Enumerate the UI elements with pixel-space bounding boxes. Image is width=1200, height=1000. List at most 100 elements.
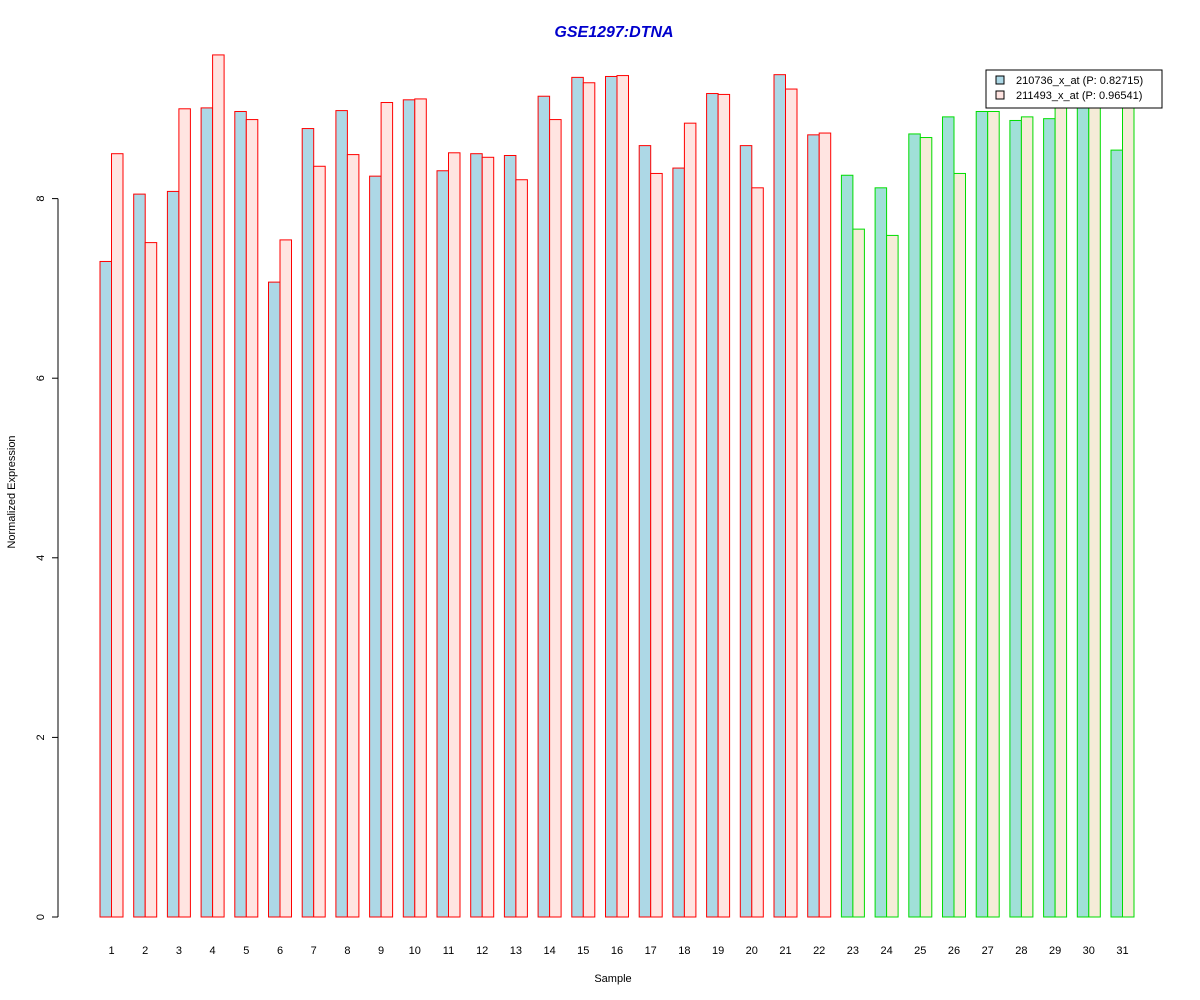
bar-211493-sample-9 [380,102,394,918]
bar-211493-sample-2 [144,242,158,918]
bar-210736-sample-13 [503,154,517,918]
bar-210736-sample-14 [537,95,551,918]
x-tick-label: 7 [311,945,317,957]
x-tick-label: 11 [443,945,454,957]
bar-211493-sample-13 [515,179,528,918]
bar-211493-sample-14 [549,119,562,918]
bar-210736-sample-9 [369,175,382,918]
x-tick-label: 17 [645,945,657,957]
bar-211493-sample-1 [111,153,124,918]
bar-211493-sample-8 [346,154,360,918]
bar-210736-sample-6 [268,281,281,918]
legend: 210736_x_at (P: 0.82715) 211493_x_at (P: … [985,69,1163,109]
x-tick-label: 21 [779,945,791,957]
bar-210736-sample-20 [739,145,753,918]
y-tick-label: 4 [35,555,47,561]
bar-210736-sample-27 [975,110,989,918]
bar-211493-sample-16 [616,75,629,918]
bar-210736-sample-25 [908,133,921,918]
x-tick-label: 10 [409,945,421,957]
bar-210736-sample-17 [638,145,652,918]
bar-211493-sample-12 [481,156,495,918]
x-tick-label: 3 [176,945,182,957]
bar-211493-sample-15 [582,82,596,918]
y-tick-label: 0 [35,914,47,920]
x-tick-label: 4 [210,945,216,957]
legend-entry: 210736_x_at (P: 0.82715) [1016,75,1143,87]
bar-210736-sample-4 [200,107,214,918]
legend-entry: 211493_x_at (P: 0.96541) [1016,90,1142,102]
y-tick-label: 8 [35,196,47,202]
bar-210736-sample-19 [706,93,719,918]
x-tick-label: 29 [1049,945,1061,957]
bar-210736-sample-31 [1110,149,1123,918]
y-tick-label: 6 [35,375,47,381]
bars-group [99,54,1135,918]
bar-210736-sample-29 [1043,118,1056,918]
x-tick-label: 6 [277,945,283,957]
bar-210736-sample-5 [234,110,247,918]
bar-211493-sample-10 [414,98,427,918]
legend-box [985,69,1163,109]
x-tick-label: 30 [1083,945,1095,957]
bar-210736-sample-1 [99,260,112,918]
bar-210736-sample-22 [807,134,820,918]
bar-210736-sample-12 [470,153,483,918]
x-tick-label: 22 [813,945,825,957]
x-tick-label: 16 [611,945,623,957]
x-tick-label: 24 [880,945,892,957]
bar-211493-sample-27 [987,110,1000,918]
bar-211493-sample-20 [751,187,764,918]
x-tick-label: 14 [543,945,555,957]
x-axis-label: Sample [594,973,631,985]
x-tick-label: 1 [108,945,114,957]
y-axis-label: Normalized Expression [6,435,18,548]
bar-211493-sample-21 [785,88,798,918]
bar-211493-sample-26 [953,172,966,918]
x-tick-label: 20 [746,945,758,957]
x-tick-label: 31 [1116,945,1128,957]
bar-210736-sample-3 [166,190,180,918]
bar-210736-sample-21 [773,74,786,918]
bar-210736-sample-7 [301,128,315,918]
x-tick-label: 19 [712,945,724,957]
x-tick-label: 8 [344,945,350,957]
y-axis: 0 2 4 6 8 [35,196,59,920]
bar-211493-sample-6 [279,239,292,918]
bar-210736-sample-2 [133,193,146,918]
bar-211493-sample-28 [1020,116,1034,918]
bar-210736-sample-8 [335,110,348,918]
bar-211493-sample-17 [650,172,663,918]
x-tick-label: 23 [847,945,859,957]
y-tick-label: 2 [35,734,47,740]
legend-swatch [995,75,1005,85]
bar-210736-sample-23 [840,174,854,918]
x-tick-label: 2 [142,945,148,957]
bar-211493-sample-24 [886,234,899,918]
x-tick-label: 5 [243,945,249,957]
x-tick-label: 28 [1015,945,1027,957]
bar-210736-sample-30 [1076,102,1090,918]
bar-210736-sample-10 [402,99,416,918]
x-tick-labels: 1 2 3 4 5 6 7 8 9 10 11 12 13 14 15 16 17 18 19 20 21 22 23 24 2… [108,945,1128,957]
bar-211493-sample-4 [212,54,225,918]
x-tick-label: 9 [378,945,384,957]
bar-211493-sample-11 [448,152,461,918]
bar-210736-sample-24 [874,187,888,918]
bar-211493-sample-18 [683,122,697,918]
bar-211493-sample-30 [1088,94,1101,918]
bar-211493-sample-19 [717,93,731,918]
x-tick-label: 26 [948,945,960,957]
bar-210736-sample-16 [605,75,618,918]
bar-210736-sample-26 [942,116,955,918]
bar-211493-sample-22 [818,132,832,918]
bar-210736-sample-18 [672,167,685,918]
bar-211493-sample-31 [1122,103,1135,918]
bar-211493-sample-7 [313,165,326,918]
bar-211493-sample-29 [1054,103,1068,918]
bar-211493-sample-3 [178,108,191,918]
chart-title: GSE1297:DTNA [554,24,673,41]
x-tick-label: 27 [982,945,994,957]
x-tick-label: 13 [510,945,522,957]
